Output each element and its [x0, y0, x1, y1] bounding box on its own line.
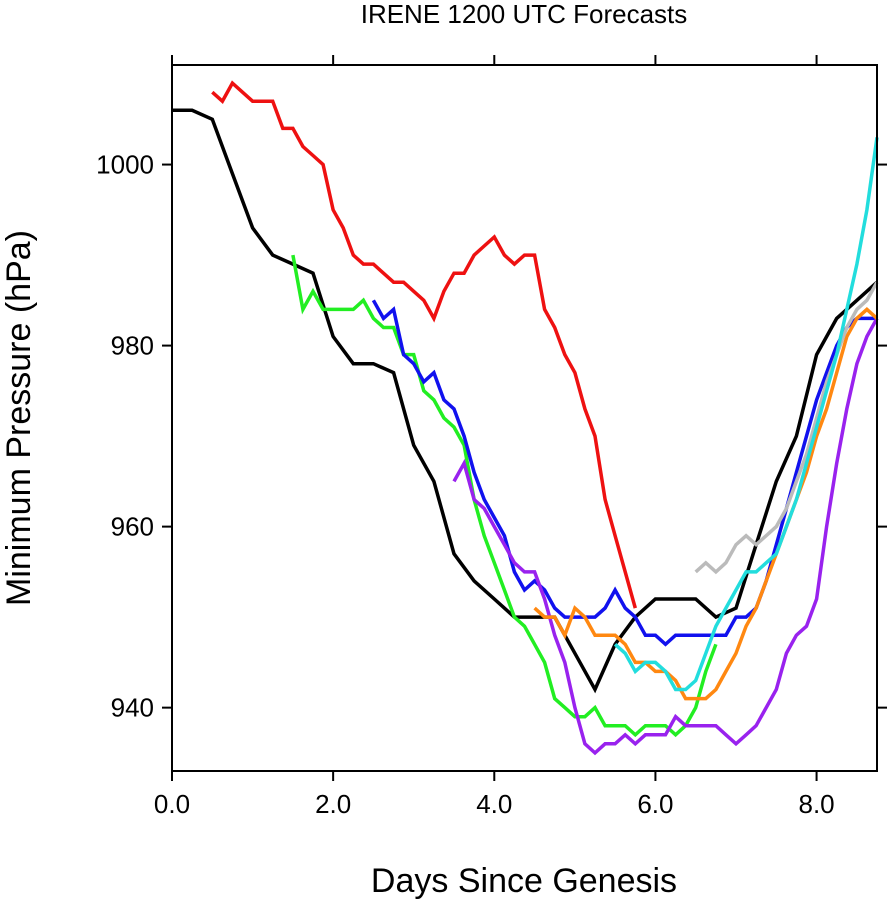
series-line-1 [211, 80, 637, 609]
x-tick-label: 8.0 [798, 789, 834, 819]
series-line-4 [452, 317, 879, 756]
y-tick-label: 1000 [96, 150, 154, 180]
x-tick-label: 6.0 [637, 789, 673, 819]
y-axis-title: Minimum Pressure (hPa) [0, 230, 38, 606]
axis-ticks [162, 55, 887, 781]
series-line-3 [371, 299, 877, 647]
series-line-7 [613, 137, 879, 692]
plot-frame [171, 64, 878, 772]
x-tick-label: 0.0 [154, 789, 190, 819]
series-line-2 [291, 254, 718, 738]
y-tick-label: 980 [111, 331, 154, 361]
x-tick-labels: 0.0 2.0 4.0 6.0 8.0 [154, 789, 835, 819]
x-tick-label: 2.0 [315, 789, 351, 819]
x-axis-title: Days Since Genesis [371, 862, 677, 900]
series-line-6 [694, 281, 879, 575]
series-line-0 [172, 108, 879, 694]
y-tick-labels: 940 960 980 1000 [96, 150, 154, 723]
y-tick-label: 960 [111, 512, 154, 542]
series-lines [172, 80, 879, 756]
y-tick-label: 940 [111, 693, 154, 723]
series-line-5 [533, 307, 879, 701]
x-tick-label: 4.0 [476, 789, 512, 819]
chart-title: IRENE 1200 UTC Forecasts [361, 0, 688, 29]
